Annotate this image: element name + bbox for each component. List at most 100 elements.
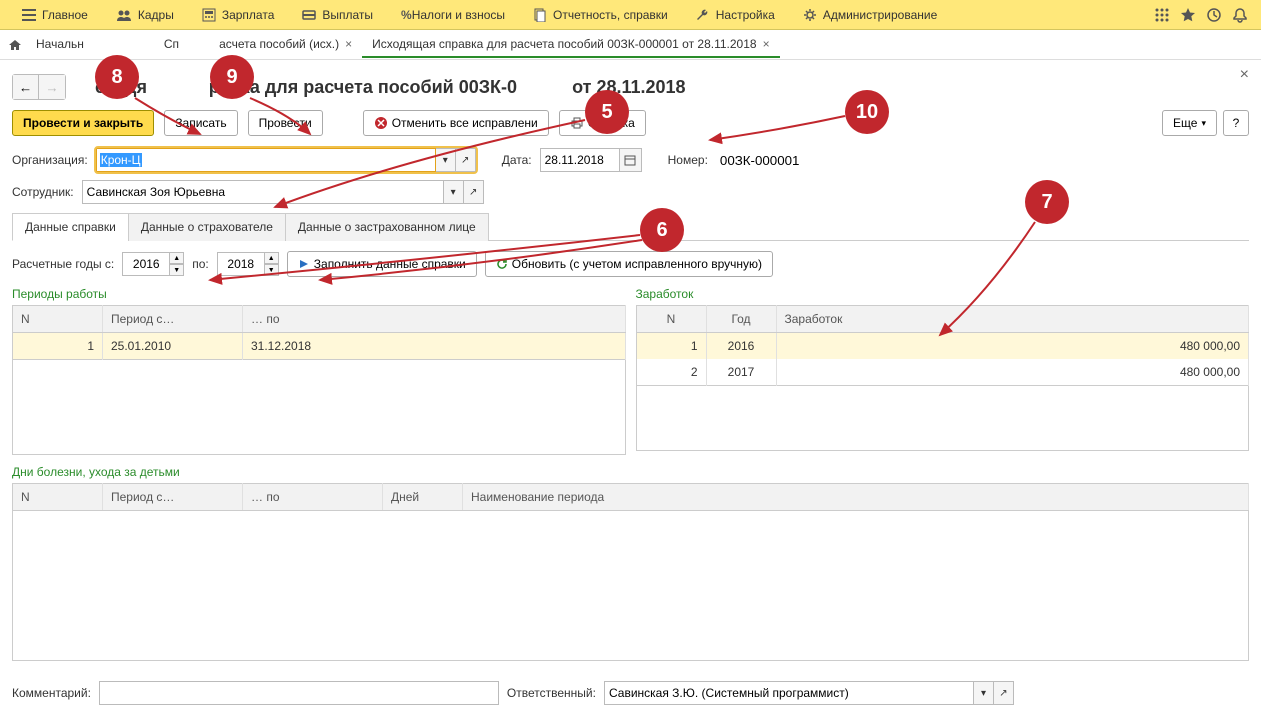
sick-col-days: Дней [383, 484, 463, 511]
home-icon[interactable] [8, 38, 22, 52]
help-button[interactable]: ? [1223, 110, 1249, 136]
calendar-icon[interactable] [620, 148, 642, 172]
bell-icon[interactable] [1227, 2, 1253, 28]
menu-admin[interactable]: Администрирование [789, 0, 951, 30]
table-row[interactable]: 2 2017 480 000,00 [636, 359, 1249, 386]
table-row[interactable]: 1 2016 480 000,00 [636, 333, 1249, 360]
tab-spravka-data[interactable]: Данные справки [12, 213, 129, 241]
history-icon[interactable] [1201, 2, 1227, 28]
date-label: Дата: [502, 153, 532, 167]
tab-list[interactable]: Сп асчета пособий (исх.) × [154, 32, 362, 58]
employee-label: Сотрудник: [12, 185, 74, 199]
table-row[interactable]: 1 25.01.2010 31.12.2018 [13, 333, 626, 360]
fill-data-button[interactable]: Заполнить данные справки [287, 251, 477, 277]
close-icon[interactable]: × [763, 37, 770, 51]
sick-table[interactable]: N Период с… … по Дней Наименование перио… [12, 483, 1249, 511]
years-row: Расчетные годы с: ▲▼ по: ▲▼ Заполнить да… [12, 251, 1249, 277]
earnings-col-year: Год [706, 306, 776, 333]
tab-current[interactable]: Исходящая справка для расчета пособий 00… [362, 32, 779, 58]
percent-icon: % [401, 8, 412, 22]
year-from-input[interactable] [122, 252, 170, 276]
dropdown-icon[interactable]: ▾ [974, 681, 994, 705]
footer-row: Комментарий: Ответственный: ▾ ↗ [12, 681, 1249, 705]
menu-reports[interactable]: Отчетность, справки [519, 0, 682, 30]
spin-up[interactable]: ▲ [170, 252, 184, 264]
org-date-row: Организация: Крон-Ц ▾ ↗ Дата: Номер: [12, 148, 1249, 172]
open-icon[interactable]: ↗ [456, 148, 476, 172]
toolbar: Провести и закрыть Записать Провести Отм… [12, 110, 1249, 136]
earnings-table[interactable]: N Год Заработок 1 2016 480 000,00 2 2017… [636, 305, 1250, 386]
tab-home[interactable]: Начальн [26, 32, 94, 58]
gear-icon [803, 8, 817, 22]
open-icon[interactable]: ↗ [994, 681, 1014, 705]
menu-settings-label: Настройка [716, 8, 775, 22]
nav-forward-button[interactable]: → [39, 75, 65, 99]
more-button[interactable]: Еще ▾ [1162, 110, 1217, 136]
comment-input[interactable] [99, 681, 499, 705]
post-button[interactable]: Провести [248, 110, 323, 136]
callout-7: 7 [1025, 180, 1069, 224]
periods-col-n: N [13, 306, 103, 333]
date-input[interactable] [540, 148, 620, 172]
post-and-close-button[interactable]: Провести и закрыть [12, 110, 154, 136]
tab-current-label: Исходящая справка для расчета пособий 00… [372, 37, 756, 51]
tab-insurer-data[interactable]: Данные о страхователе [128, 213, 286, 241]
periods-col-from: Период с… [103, 306, 243, 333]
responsible-field: ▾ ↗ [604, 681, 1014, 705]
tab-list-label-suffix: асчета пособий (исх.) [219, 37, 339, 51]
cancel-red-icon [374, 116, 388, 130]
page-content: × ← → Исходящая справка для расчета посо… [0, 60, 1261, 669]
menu-salary[interactable]: Зарплата [188, 0, 289, 30]
hamburger-icon [22, 9, 36, 21]
menu-admin-label: Администрирование [823, 8, 937, 22]
nav-back-button[interactable]: ← [13, 75, 39, 99]
title-row: ← → Исходящая справка для расчета пособи… [12, 74, 1249, 100]
earnings-block: Заработок N Год Заработок 1 2016 480 000… [636, 287, 1250, 455]
menu-main[interactable]: Главное [8, 0, 102, 30]
menu-taxes[interactable]: % Налоги и взносы [387, 0, 519, 30]
dropdown-icon[interactable]: ▾ [436, 148, 456, 172]
sick-col-from: Период с… [103, 484, 243, 511]
spin-down[interactable]: ▼ [170, 264, 184, 276]
year-to-field: ▲▼ [217, 252, 279, 276]
save-button[interactable]: Записать [164, 110, 237, 136]
nav-buttons: ← → [12, 74, 66, 100]
apps-icon[interactable] [1149, 2, 1175, 28]
periods-col-to: … по [243, 306, 626, 333]
menu-settings[interactable]: Настройка [682, 0, 789, 30]
close-page-icon[interactable]: × [1240, 66, 1249, 84]
sick-col-name: Наименование периода [463, 484, 1249, 511]
star-icon[interactable] [1175, 2, 1201, 28]
menu-main-label: Главное [42, 8, 88, 22]
menu-taxes-label: Налоги и взносы [412, 8, 505, 22]
menu-hr[interactable]: Кадры [102, 0, 188, 30]
close-icon[interactable]: × [345, 37, 352, 51]
wallet-icon [302, 9, 316, 21]
earnings-col-amount: Заработок [776, 306, 1249, 333]
wrench-icon [696, 8, 710, 22]
employee-input[interactable] [82, 180, 444, 204]
earnings-title: Заработок [636, 287, 1250, 301]
earnings-col-n: N [636, 306, 706, 333]
year-to-input[interactable] [217, 252, 265, 276]
sick-col-to: … по [243, 484, 383, 511]
sick-title: Дни болезни, ухода за детьми [12, 465, 1249, 479]
open-icon[interactable]: ↗ [464, 180, 484, 204]
menu-payments[interactable]: Выплаты [288, 0, 387, 30]
refresh-button[interactable]: Обновить (с учетом исправленного вручную… [485, 251, 773, 277]
dropdown-icon[interactable]: ▾ [444, 180, 464, 204]
spin-up[interactable]: ▲ [265, 252, 279, 264]
periods-table[interactable]: N Период с… … по 1 25.01.2010 31.12.2018 [12, 305, 626, 360]
number-label: Номер: [668, 153, 708, 167]
refresh-icon [496, 258, 508, 270]
responsible-label: Ответственный: [507, 686, 596, 700]
responsible-input[interactable] [604, 681, 974, 705]
spin-down[interactable]: ▼ [265, 264, 279, 276]
main-menu-bar: Главное Кадры Зарплата Выплаты % Налоги … [0, 0, 1261, 30]
employee-field: ▾ ↗ [82, 180, 484, 204]
years-to-label: по: [192, 257, 209, 271]
sick-col-n: N [13, 484, 103, 511]
org-input[interactable] [96, 148, 436, 172]
tab-insured-data[interactable]: Данные о застрахованном лице [285, 213, 489, 241]
cancel-corrections-button[interactable]: Отменить все исправлени [363, 110, 549, 136]
